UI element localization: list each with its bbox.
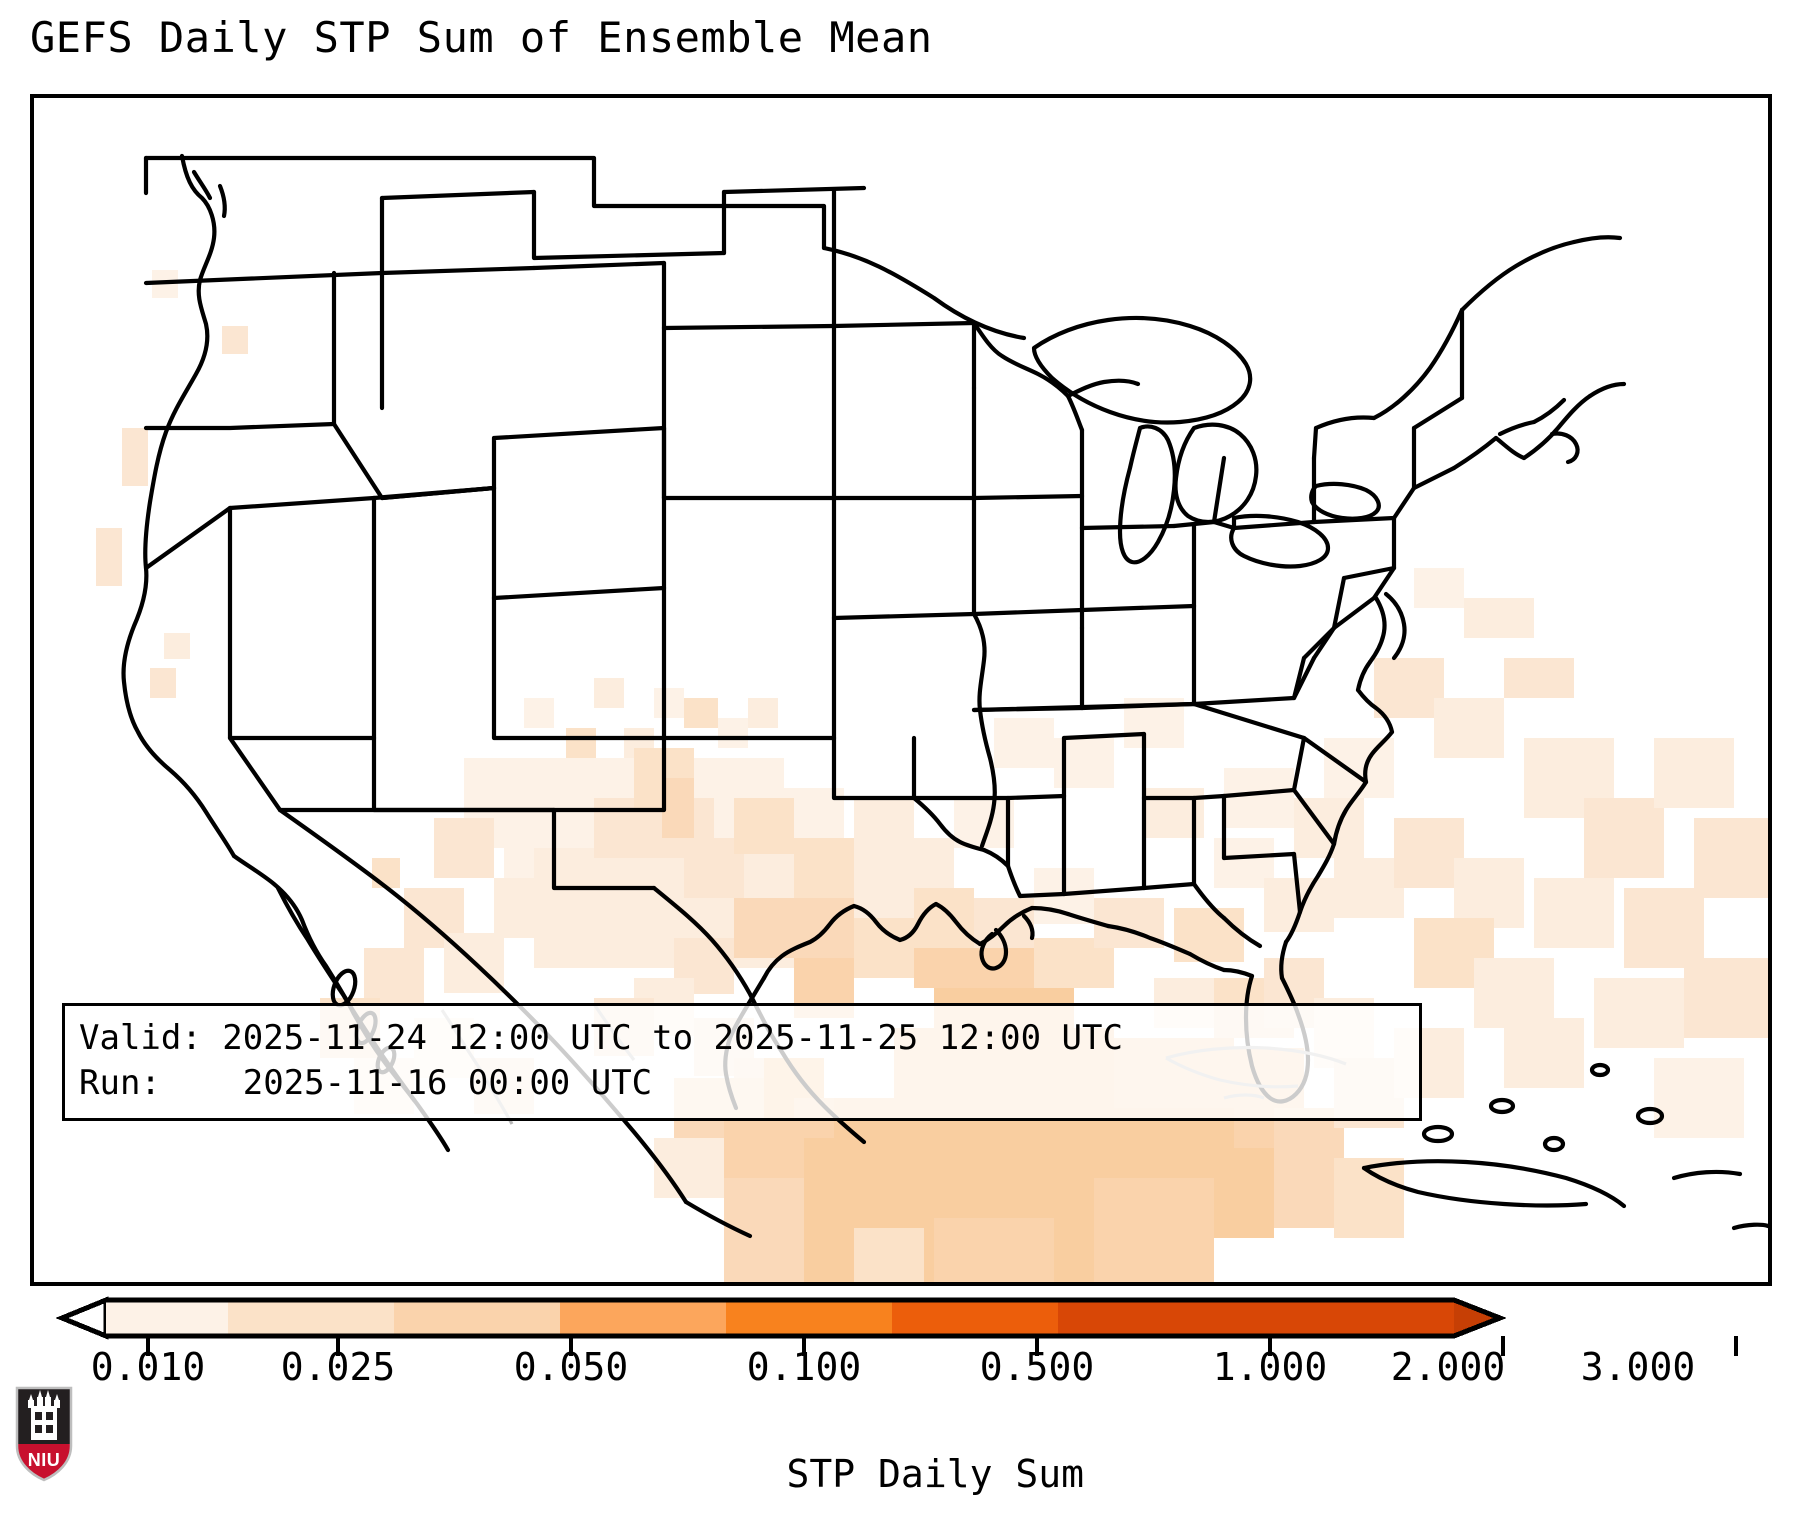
- colorbar-svg: [55, 1296, 1738, 1356]
- map-canvas: Valid: 2025-11-24 12:00 UTC to 2025-11-2…: [34, 98, 1768, 1282]
- colorbar-axis-label: STP Daily Sum: [0, 1408, 1803, 1540]
- colorbar-tick-2: 0.050: [513, 1345, 629, 1389]
- map-geography-layer: [121, 153, 1768, 1239]
- colorbar-tick-6: 2.000: [1390, 1345, 1506, 1389]
- run-time-line: Run: 2025-11-16 00:00 UTC: [79, 1063, 653, 1104]
- valid-time-line: Valid: 2025-11-24 12:00 UTC to 2025-11-2…: [79, 1018, 1123, 1058]
- colorbar-tick-7: 3.000: [1580, 1345, 1696, 1389]
- colorbar-section: 0.010 0.025 0.050 0.100 0.500 1.000 2.00…: [0, 1288, 1803, 1500]
- colorbar-tick-0: 0.010: [90, 1345, 206, 1389]
- page-title: GEFS Daily STP Sum of Ensemble Mean: [30, 13, 933, 62]
- colorbar-tick-labels: 0.010 0.025 0.050 0.100 0.500 1.000 2.00…: [0, 1348, 1803, 1392]
- colorbar-tick-5: 1.000: [1212, 1345, 1328, 1389]
- colorbar-axis-label-text: STP Daily Sum: [786, 1452, 1084, 1496]
- colorbar[interactable]: [55, 1296, 1738, 1356]
- data-shading-layer: [96, 270, 1768, 1282]
- colorbar-bands: [55, 1296, 1507, 1340]
- colorbar-tick-4: 0.500: [979, 1345, 1095, 1389]
- colorbar-ticks: [146, 1336, 1738, 1356]
- colorbar-tick-3: 0.100: [746, 1345, 862, 1389]
- niu-logo-text: NIU: [28, 1450, 61, 1470]
- map-panel[interactable]: Valid: 2025-11-24 12:00 UTC to 2025-11-2…: [30, 94, 1772, 1286]
- forecast-info-box: Valid: 2025-11-24 12:00 UTC to 2025-11-2…: [62, 1003, 1422, 1122]
- niu-shield-icon: NIU: [15, 1386, 73, 1482]
- niu-logo: NIU: [14, 1386, 74, 1482]
- colorbar-tick-1: 0.025: [280, 1345, 396, 1389]
